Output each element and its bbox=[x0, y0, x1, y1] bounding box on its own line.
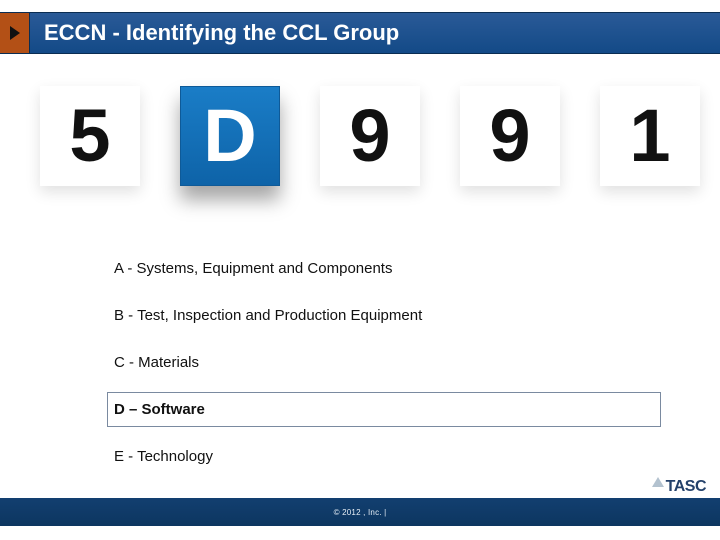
list-item: A - Systems, Equipment and Components bbox=[108, 252, 660, 285]
list-item-selected: D – Software bbox=[108, 393, 660, 426]
brand-logo: TASC bbox=[652, 478, 706, 496]
eccn-digit-5: 1 bbox=[600, 86, 700, 186]
copyright-text: © 2012 , Inc. | bbox=[334, 508, 387, 517]
brand-logo-text: TASC bbox=[666, 478, 706, 496]
ccl-group-list: A - Systems, Equipment and Components B … bbox=[108, 252, 660, 487]
header-arrow-box bbox=[0, 13, 30, 53]
slide: ECCN - Identifying the CCL Group 5 D 9 9… bbox=[0, 0, 720, 540]
slide-title: ECCN - Identifying the CCL Group bbox=[30, 20, 399, 46]
list-item: B - Test, Inspection and Production Equi… bbox=[108, 299, 660, 332]
header-bar: ECCN - Identifying the CCL Group bbox=[0, 12, 720, 54]
list-item: C - Materials bbox=[108, 346, 660, 379]
play-arrow-icon bbox=[10, 26, 20, 40]
list-item: E - Technology bbox=[108, 440, 660, 473]
triangle-icon bbox=[652, 477, 664, 487]
eccn-digit-1: 5 bbox=[40, 86, 140, 186]
eccn-digit-3: 9 bbox=[320, 86, 420, 186]
eccn-digits-row: 5 D 9 9 1 bbox=[40, 86, 700, 186]
footer-bar: © 2012 , Inc. | bbox=[0, 498, 720, 526]
eccn-digit-2: D bbox=[180, 86, 280, 186]
eccn-digit-4: 9 bbox=[460, 86, 560, 186]
